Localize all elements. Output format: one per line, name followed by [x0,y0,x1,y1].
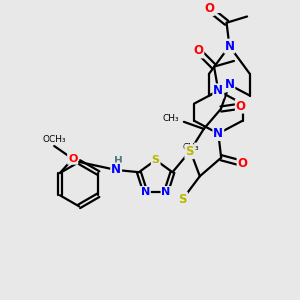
Text: N: N [213,84,223,97]
Text: O: O [68,154,77,164]
Text: O: O [236,100,246,113]
Text: N: N [224,40,234,52]
Text: S: S [185,145,194,158]
Text: S: S [178,193,187,206]
Text: N: N [161,187,171,197]
Text: N: N [224,78,234,91]
Text: O: O [194,44,203,58]
Text: N: N [141,187,150,197]
Text: N: N [213,127,223,140]
Text: H: H [114,156,123,166]
Text: S: S [152,155,160,165]
Text: CH₃: CH₃ [163,115,180,124]
Text: O: O [204,2,214,15]
Text: N: N [111,164,121,176]
Text: OCH₃: OCH₃ [42,135,66,144]
Text: O: O [238,157,248,170]
Text: CH₃: CH₃ [183,143,200,152]
